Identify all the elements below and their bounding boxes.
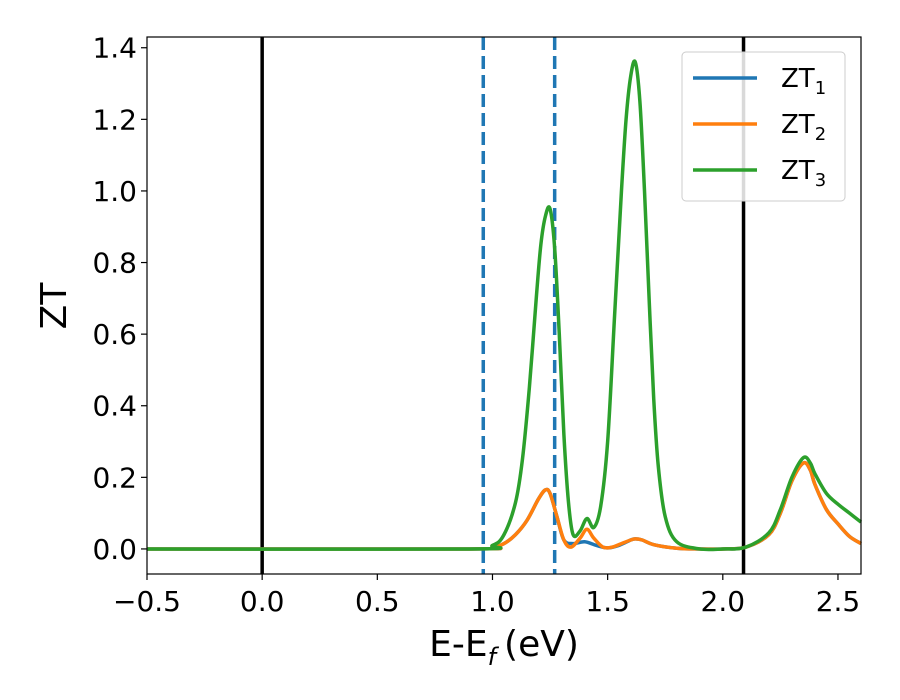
x-axis-label: E-Ef (eV) bbox=[429, 624, 579, 671]
y-tick-label: 0.2 bbox=[92, 461, 137, 494]
legend-label-zt2: ZT2 bbox=[781, 110, 826, 145]
x-tick-label: 2.0 bbox=[701, 585, 746, 618]
x-tick-label: 1.5 bbox=[585, 585, 630, 618]
series-lines bbox=[146, 59, 863, 552]
y-tick-label: 1.4 bbox=[92, 32, 137, 65]
plot-frame bbox=[146, 36, 862, 575]
y-axis: 0.0 0.2 0.4 0.6 0.8 1.0 1.2 1.4 bbox=[92, 32, 147, 566]
series-line-zt3 bbox=[146, 59, 863, 552]
series-line-zt2 bbox=[146, 460, 862, 551]
y-tick-label: 1.0 bbox=[92, 175, 137, 208]
x-tick-label: −0.5 bbox=[113, 585, 181, 618]
legend-label-zt3: ZT3 bbox=[781, 156, 826, 191]
legend-box bbox=[681, 51, 846, 202]
y-tick-label: 0.0 bbox=[92, 533, 137, 566]
y-axis-label: ZT bbox=[34, 282, 75, 330]
x-axis: −0.5 0.0 0.5 1.0 1.5 2.0 2.5 bbox=[113, 574, 860, 618]
x-tick-label: 1.0 bbox=[470, 585, 515, 618]
y-tick-label: 1.2 bbox=[92, 103, 137, 136]
x-axis-label-unit: (eV) bbox=[504, 624, 579, 665]
y-tick-label: 0.6 bbox=[92, 318, 137, 351]
x-tick-label: 0.0 bbox=[240, 585, 285, 618]
x-tick-label: 2.5 bbox=[816, 585, 861, 618]
legend: ZT1 ZT2 ZT3 bbox=[681, 51, 846, 202]
x-tick-label: 0.5 bbox=[355, 585, 400, 618]
y-tick-label: 0.4 bbox=[92, 390, 137, 423]
y-tick-label: 0.8 bbox=[92, 247, 137, 280]
legend-label-zt1: ZT1 bbox=[781, 64, 826, 99]
